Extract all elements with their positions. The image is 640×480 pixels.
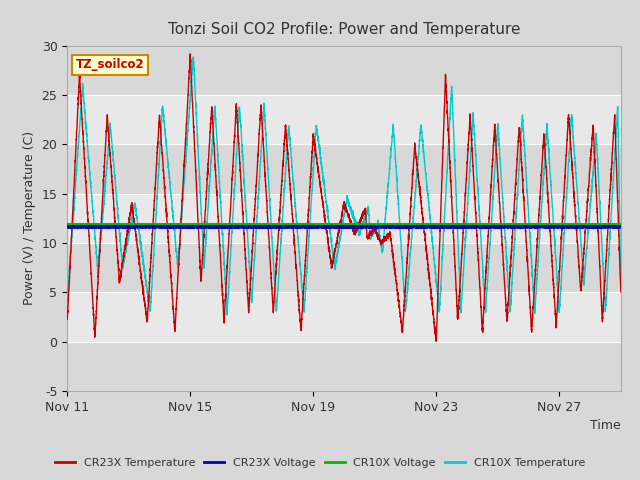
Bar bbox=[67, 95, 621, 144]
X-axis label: Time: Time bbox=[590, 420, 621, 432]
Bar bbox=[67, 144, 621, 194]
Bar bbox=[67, 46, 621, 95]
Bar bbox=[67, 194, 621, 243]
Bar bbox=[67, 243, 621, 292]
Bar bbox=[67, 292, 621, 342]
Y-axis label: Power (V) / Temperature (C): Power (V) / Temperature (C) bbox=[23, 132, 36, 305]
Legend: CR23X Temperature, CR23X Voltage, CR10X Voltage, CR10X Temperature: CR23X Temperature, CR23X Voltage, CR10X … bbox=[51, 453, 589, 472]
Bar bbox=[67, 342, 621, 391]
Title: Tonzi Soil CO2 Profile: Power and Temperature: Tonzi Soil CO2 Profile: Power and Temper… bbox=[168, 23, 520, 37]
Text: TZ_soilco2: TZ_soilco2 bbox=[76, 58, 144, 71]
Bar bbox=[67, 342, 621, 391]
